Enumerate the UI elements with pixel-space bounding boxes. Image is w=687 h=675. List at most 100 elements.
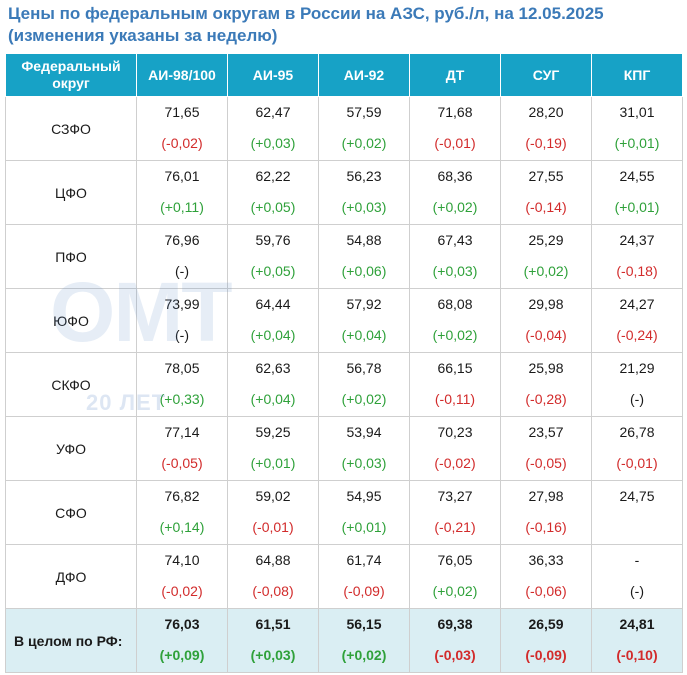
region-cell: СЗФО bbox=[5, 96, 137, 161]
price-cell: 62,22 (+0,05) bbox=[227, 160, 319, 225]
weekly-change: (+0,03) bbox=[341, 199, 387, 215]
header-kpg: КПГ bbox=[591, 53, 683, 97]
weekly-change: (+0,11) bbox=[160, 199, 204, 215]
price-value: 62,63 bbox=[255, 360, 291, 376]
weekly-change: (+0,03) bbox=[250, 135, 296, 151]
weekly-change: (+0,01) bbox=[614, 199, 660, 215]
price-cell: 23,57 (-0,05) bbox=[500, 416, 592, 481]
weekly-change: (+0,04) bbox=[341, 327, 387, 343]
weekly-change bbox=[592, 513, 682, 544]
price-value: 27,98 bbox=[528, 488, 564, 504]
price-cell: 25,29 (+0,02) bbox=[500, 224, 592, 289]
weekly-change: (+0,03) bbox=[341, 455, 387, 471]
price-value: 69,38 bbox=[437, 616, 473, 632]
price-value: 31,01 bbox=[619, 104, 655, 120]
weekly-change: (-0,03) bbox=[434, 647, 476, 663]
table-row: СЗФО 71,65 (-0,02) 62,47 (+0,03) 57,59 (+0,02)… bbox=[5, 96, 683, 161]
price-cell: - (-) bbox=[591, 544, 683, 609]
price-cell: 69,38 (-0,03) bbox=[409, 608, 501, 673]
price-cell: 68,08 (+0,02) bbox=[409, 288, 501, 353]
price-cell: 73,27 (-0,21) bbox=[409, 480, 501, 545]
price-value: 21,29 bbox=[619, 360, 655, 376]
price-cell: 61,51 (+0,03) bbox=[227, 608, 319, 673]
fuel-price-table: Федеральный округ АИ-98/100 АИ-95 АИ-92 … bbox=[5, 53, 683, 673]
price-cell: 24,75 bbox=[591, 480, 683, 545]
price-cell: 61,74 (-0,09) bbox=[318, 544, 410, 609]
weekly-change: (+0,09) bbox=[159, 647, 205, 663]
price-cell: 29,98 (-0,04) bbox=[500, 288, 592, 353]
weekly-change: (-0,09) bbox=[525, 647, 567, 663]
weekly-change: (-0,16) bbox=[525, 519, 567, 535]
price-cell: 54,95 (+0,01) bbox=[318, 480, 410, 545]
page-title: Цены по федеральным округам в России на … bbox=[8, 4, 604, 45]
weekly-change: (-) bbox=[630, 391, 644, 407]
header-region: Федеральный округ bbox=[5, 53, 137, 97]
price-cell: 56,23 (+0,03) bbox=[318, 160, 410, 225]
weekly-change: (-0,05) bbox=[161, 455, 203, 471]
price-value: 57,59 bbox=[346, 104, 382, 120]
weekly-change: (-0,01) bbox=[434, 135, 476, 151]
header-ai92: АИ-92 bbox=[318, 53, 410, 97]
weekly-change: (+0,01) bbox=[341, 519, 387, 535]
table-row: ЮФО 73,99 (-) 64,44 (+0,04) 57,92 (+0,04) 68,08… bbox=[5, 288, 683, 353]
region-cell: СФО bbox=[5, 480, 137, 545]
price-value: 70,23 bbox=[437, 424, 473, 440]
price-cell: 57,92 (+0,04) bbox=[318, 288, 410, 353]
price-value: 76,96 bbox=[164, 232, 200, 248]
price-value: 25,29 bbox=[528, 232, 564, 248]
weekly-change: (-0,05) bbox=[525, 455, 567, 471]
weekly-change: (-0,02) bbox=[161, 583, 203, 599]
price-value: 76,03 bbox=[164, 616, 200, 632]
region-cell: ПФО bbox=[5, 224, 137, 289]
price-cell: 27,98 (-0,16) bbox=[500, 480, 592, 545]
price-value: 61,74 bbox=[346, 552, 382, 568]
price-value: 57,92 bbox=[346, 296, 382, 312]
price-cell: 64,88 (-0,08) bbox=[227, 544, 319, 609]
weekly-change: (-0,09) bbox=[343, 583, 385, 599]
weekly-change: (-0,24) bbox=[616, 327, 658, 343]
price-value: 67,43 bbox=[437, 232, 473, 248]
price-value: 59,25 bbox=[255, 424, 291, 440]
price-cell: 78,05 (+0,33) bbox=[136, 352, 228, 417]
weekly-change: (-0,10) bbox=[616, 647, 658, 663]
price-cell: 76,03 (+0,09) bbox=[136, 608, 228, 673]
weekly-change: (+0,01) bbox=[250, 455, 296, 471]
price-value: 64,88 bbox=[255, 552, 291, 568]
price-cell: 53,94 (+0,03) bbox=[318, 416, 410, 481]
price-cell: 24,55 (+0,01) bbox=[591, 160, 683, 225]
price-cell: 26,59 (-0,09) bbox=[500, 608, 592, 673]
price-value: 66,15 bbox=[437, 360, 473, 376]
price-value: 53,94 bbox=[346, 424, 382, 440]
price-value: 73,27 bbox=[437, 488, 473, 504]
price-value: 24,27 bbox=[619, 296, 655, 312]
price-cell: 76,05 (+0,02) bbox=[409, 544, 501, 609]
header-dt: ДТ bbox=[409, 53, 501, 97]
price-value: 56,15 bbox=[346, 616, 382, 632]
price-value: 54,88 bbox=[346, 232, 382, 248]
price-value: 71,65 bbox=[164, 104, 200, 120]
weekly-change: (-) bbox=[630, 583, 644, 599]
price-value: 68,36 bbox=[437, 168, 473, 184]
price-cell: 74,10 (-0,02) bbox=[136, 544, 228, 609]
weekly-change: (+0,02) bbox=[432, 583, 478, 599]
region-cell: УФО bbox=[5, 416, 137, 481]
price-cell: 66,15 (-0,11) bbox=[409, 352, 501, 417]
weekly-change: (-0,08) bbox=[252, 583, 294, 599]
price-cell: 76,96 (-) bbox=[136, 224, 228, 289]
price-cell: 64,44 (+0,04) bbox=[227, 288, 319, 353]
price-cell: 56,15 (+0,02) bbox=[318, 608, 410, 673]
price-cell: 59,02 (-0,01) bbox=[227, 480, 319, 545]
price-value: 23,57 bbox=[528, 424, 564, 440]
header-sug: СУГ bbox=[500, 53, 592, 97]
price-value: 24,55 bbox=[619, 168, 655, 184]
weekly-change: (-0,19) bbox=[525, 135, 567, 151]
weekly-change: (+0,02) bbox=[341, 135, 387, 151]
weekly-change: (+0,33) bbox=[159, 391, 205, 407]
price-cell: 76,01 (+0,11) bbox=[136, 160, 228, 225]
price-cell: 57,59 (+0,02) bbox=[318, 96, 410, 161]
price-cell: 26,78 (-0,01) bbox=[591, 416, 683, 481]
price-cell: 71,68 (-0,01) bbox=[409, 96, 501, 161]
header-ai98: АИ-98/100 bbox=[136, 53, 228, 97]
weekly-change: (-0,01) bbox=[616, 455, 658, 471]
weekly-change: (+0,04) bbox=[250, 391, 296, 407]
